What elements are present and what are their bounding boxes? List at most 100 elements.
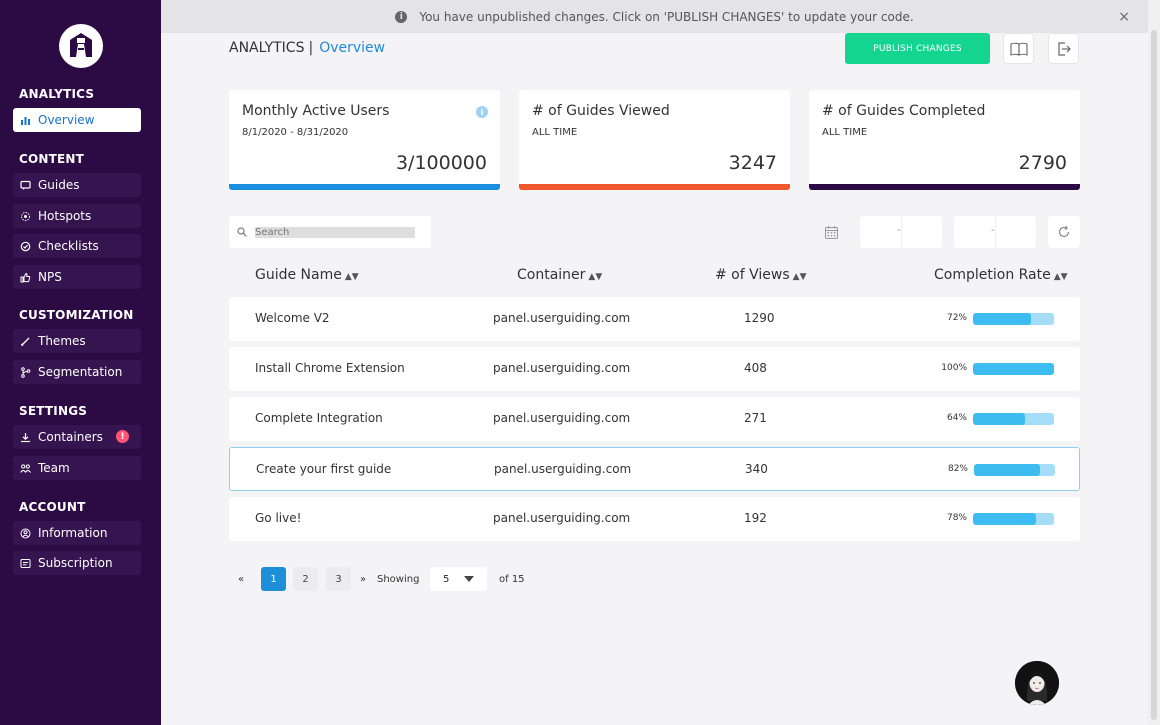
scrollbar-thumb[interactable] <box>1151 30 1157 720</box>
card-subtitle: ALL TIME <box>822 127 868 138</box>
card-title: # of Guides Viewed <box>532 103 670 119</box>
completion-percent: 82% <box>947 464 968 474</box>
table-row[interactable]: Create your first guide panel.userguidin… <box>229 447 1080 491</box>
sidebar-item-team[interactable]: Team <box>13 456 141 480</box>
end-date-field[interactable]: - <box>954 216 1036 248</box>
card-subtitle: ALL TIME <box>532 127 578 138</box>
table-row[interactable]: Complete Integration panel.userguiding.c… <box>229 397 1080 441</box>
completion-percent: 72% <box>946 313 967 323</box>
target-icon <box>20 211 31 222</box>
lighthouse-logo-icon[interactable] <box>59 24 103 68</box>
card-accent-bar <box>809 184 1080 190</box>
page-title: Overview <box>319 40 386 56</box>
sidebar-item-themes[interactable]: Themes <box>13 329 141 353</box>
column-header-container[interactable]: Container ▲▼ <box>517 267 602 283</box>
column-header-views[interactable]: # of Views ▲▼ <box>715 267 807 283</box>
completion-progress-bar <box>973 363 1054 375</box>
sidebar-item-label: Segmentation <box>38 365 123 379</box>
page-scrollbar[interactable] <box>1148 0 1160 725</box>
next-page-button[interactable]: » <box>360 574 367 585</box>
card-accent-bar <box>519 184 790 190</box>
caret-down-icon <box>464 576 474 582</box>
completion-progress-fill <box>973 513 1037 525</box>
section-title-account: ACCOUNT <box>19 500 86 514</box>
close-icon[interactable]: × <box>1118 9 1130 25</box>
sidebar-item-label: Checklists <box>38 239 99 253</box>
alert-badge-icon: ! <box>116 430 129 443</box>
sort-icon: ▲▼ <box>588 272 603 282</box>
sidebar-item-nps[interactable]: NPS <box>13 265 141 289</box>
guide-container: panel.userguiding.com <box>493 311 631 325</box>
sidebar-item-subscription[interactable]: Subscription <box>13 551 141 575</box>
page-button-2[interactable]: 2 <box>293 567 318 591</box>
column-header-completion-rate[interactable]: Completion Rate ▲▼ <box>934 267 1068 283</box>
checklist-icon <box>20 241 31 252</box>
card-monthly-active-users: Monthly Active Users i 8/1/2020 - 8/31/2… <box>229 90 500 190</box>
date-divider <box>995 216 996 248</box>
completion-progress-bar <box>973 313 1054 325</box>
sidebar-item-guides[interactable]: Guides <box>13 173 141 197</box>
page-size-value: 5 <box>443 573 450 585</box>
breadcrumb-section: ANALYTICS <box>229 40 305 56</box>
table-row[interactable]: Welcome V2 panel.userguiding.com 1290 72… <box>229 297 1080 341</box>
refresh-button[interactable] <box>1048 216 1080 248</box>
completion-progress-bar <box>973 413 1054 425</box>
page-button-1[interactable]: 1 <box>261 567 286 591</box>
completion-percent: 100% <box>941 363 967 373</box>
guide-container: panel.userguiding.com <box>493 361 631 375</box>
sidebar-item-checklists[interactable]: Checklists <box>13 234 141 258</box>
guide-views: 192 <box>744 511 767 525</box>
support-chat-avatar[interactable] <box>1015 661 1059 705</box>
guide-container: panel.userguiding.com <box>493 511 631 525</box>
sidebar-item-overview[interactable]: Overview <box>13 108 141 132</box>
sidebar-item-segmentation[interactable]: Segmentation <box>13 360 141 384</box>
sidebar-item-label: Themes <box>38 334 86 348</box>
showing-label: Showing <box>377 574 420 585</box>
sidebar-item-label: Guides <box>38 178 80 192</box>
sidebar-item-information[interactable]: Information <box>13 521 141 545</box>
publish-changes-button[interactable]: PUBLISH CHANGES <box>845 33 990 64</box>
card-value: 3/100000 <box>395 152 487 174</box>
message-icon <box>20 180 31 191</box>
refresh-icon <box>1058 225 1070 238</box>
guide-name: Install Chrome Extension <box>255 361 405 375</box>
column-header-guide-name[interactable]: Guide Name ▲▼ <box>255 267 359 283</box>
info-icon: i <box>395 10 408 23</box>
logout-button[interactable] <box>1048 33 1079 64</box>
section-title-analytics: ANALYTICS <box>19 87 95 101</box>
card-value: 3247 <box>728 152 777 174</box>
total-count: of 15 <box>499 574 525 585</box>
card-title: Monthly Active Users <box>242 103 390 119</box>
person-avatar-icon <box>1015 661 1059 705</box>
guide-container: panel.userguiding.com <box>494 462 632 476</box>
sidebar-item-label: Containers <box>38 430 103 444</box>
user-circle-icon <box>20 528 31 539</box>
table-row[interactable]: Install Chrome Extension panel.userguidi… <box>229 347 1080 391</box>
book-icon <box>1009 42 1028 56</box>
info-icon[interactable]: i <box>476 106 488 118</box>
section-title-settings: SETTINGS <box>19 404 88 418</box>
page-size-select[interactable]: 5 <box>430 567 487 591</box>
sidebar-item-hotspots[interactable]: Hotspots <box>13 204 141 228</box>
sidebar: ANALYTICS Overview CONTENT Guides Hotspo… <box>0 0 161 725</box>
docs-button[interactable] <box>1003 33 1034 64</box>
section-title-customization: CUSTOMIZATION <box>19 308 134 322</box>
guide-views: 340 <box>745 462 768 476</box>
receipt-icon <box>20 558 31 569</box>
section-title-content: CONTENT <box>19 152 85 166</box>
sidebar-item-containers[interactable]: Containers ! <box>13 425 141 449</box>
calendar-icon[interactable] <box>824 225 839 240</box>
guide-name: Go live! <box>255 511 302 525</box>
prev-page-button[interactable]: « <box>238 574 245 585</box>
thumbs-up-icon <box>20 272 31 283</box>
column-header-label: Guide Name <box>255 267 342 283</box>
unpublished-banner: i You have unpublished changes. Click on… <box>161 0 1148 33</box>
card-title: # of Guides Completed <box>822 103 986 119</box>
search-box <box>229 216 431 248</box>
table-row[interactable]: Go live! panel.userguiding.com 192 78% <box>229 497 1080 541</box>
page-button-3[interactable]: 3 <box>326 567 351 591</box>
download-icon <box>20 432 31 443</box>
completion-progress-fill <box>973 413 1025 425</box>
search-input[interactable] <box>255 226 415 238</box>
start-date-field[interactable]: - <box>860 216 942 248</box>
